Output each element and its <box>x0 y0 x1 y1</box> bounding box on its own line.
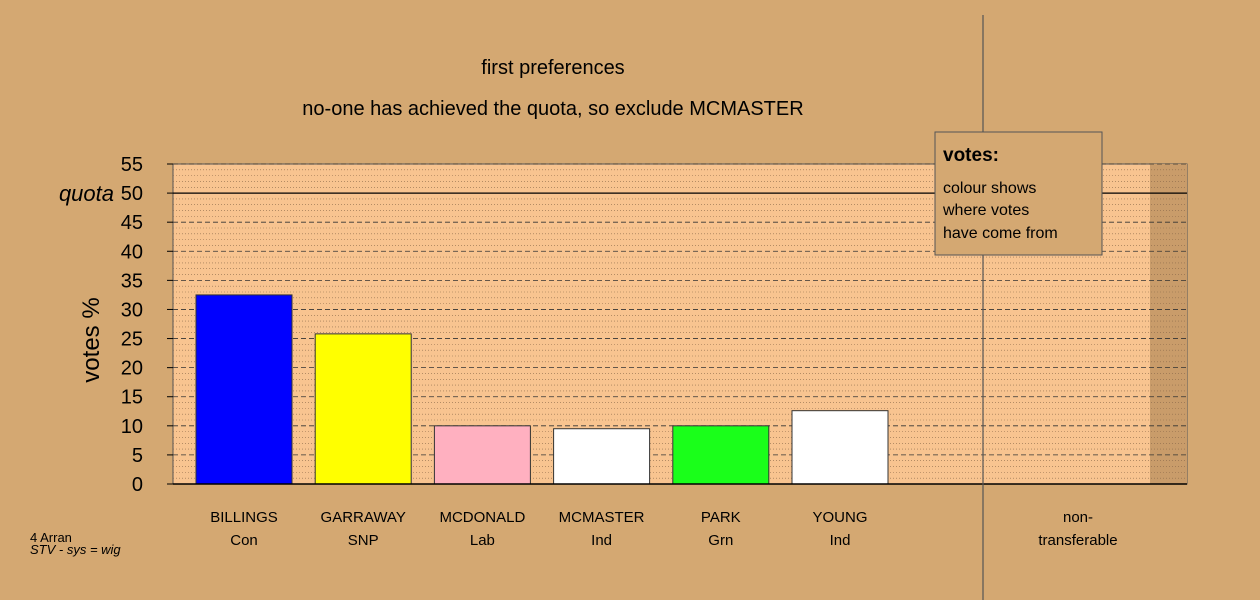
y-tick-label: 20 <box>121 358 143 380</box>
y-tick-label: 5 <box>132 445 143 467</box>
chart-subtitle: no-one has achieved the quota, so exclud… <box>302 98 803 120</box>
legend-line-3: have come from <box>943 225 1058 242</box>
bar-billings <box>195 294 293 485</box>
y-tick-label: 35 <box>121 270 143 292</box>
x-label-party: Lab <box>470 532 495 549</box>
y-tick-label: 40 <box>121 241 143 263</box>
nontransferable-label-line1: non- <box>1063 509 1093 526</box>
x-label-name: MCMASTER <box>559 509 645 526</box>
nontransferable-label-line2: transferable <box>1038 532 1117 549</box>
y-tick-label: 25 <box>121 329 143 351</box>
x-label-party: Grn <box>708 532 733 549</box>
x-label-party: SNP <box>348 532 379 549</box>
x-label-name: PARK <box>701 509 741 526</box>
bar-mcmaster <box>553 428 651 485</box>
bars <box>195 294 889 485</box>
x-label-party: Con <box>230 532 258 549</box>
legend-line-2: where votes <box>942 202 1029 219</box>
legend-line-1: colour shows <box>943 180 1036 197</box>
bar-park <box>672 425 770 485</box>
x-label-name: GARRAWAY <box>321 509 406 526</box>
y-tick-label: 10 <box>121 416 143 438</box>
x-label-name: YOUNG <box>812 509 867 526</box>
x-label-party: Ind <box>591 532 612 549</box>
y-tick-label: 30 <box>121 299 143 321</box>
footer-system: STV - sys = wig <box>30 542 121 557</box>
legend-title: votes: <box>943 145 999 166</box>
x-category-labels: BILLINGS Con GARRAWAY SNP MCDONALD Lab MCMASTE… <box>210 509 867 549</box>
y-axis-label: votes % <box>78 297 105 382</box>
legend: votes: colour shows where votes have com… <box>934 131 1103 256</box>
y-tick-label: 55 <box>121 154 143 176</box>
nontransferable-shade <box>1150 164 1187 484</box>
x-label-name: MCDONALD <box>439 509 525 526</box>
y-tick-label: 0 <box>132 474 143 496</box>
quota-label: quota <box>59 181 114 206</box>
chart-title: first preferences <box>481 57 624 79</box>
y-tick-label: 50 <box>121 183 143 205</box>
y-tick-label: 15 <box>121 387 143 409</box>
x-label-name: BILLINGS <box>210 509 278 526</box>
footer-ward: 4 Arran <box>30 530 72 545</box>
bar-garraway <box>314 333 412 485</box>
y-tick-labels: 0 5 10 15 20 25 30 35 40 45 50 55 <box>121 154 173 496</box>
bar-mcdonald <box>433 425 531 485</box>
y-tick-label: 45 <box>121 212 143 234</box>
x-label-party: Ind <box>830 532 851 549</box>
bar-young <box>791 410 889 485</box>
